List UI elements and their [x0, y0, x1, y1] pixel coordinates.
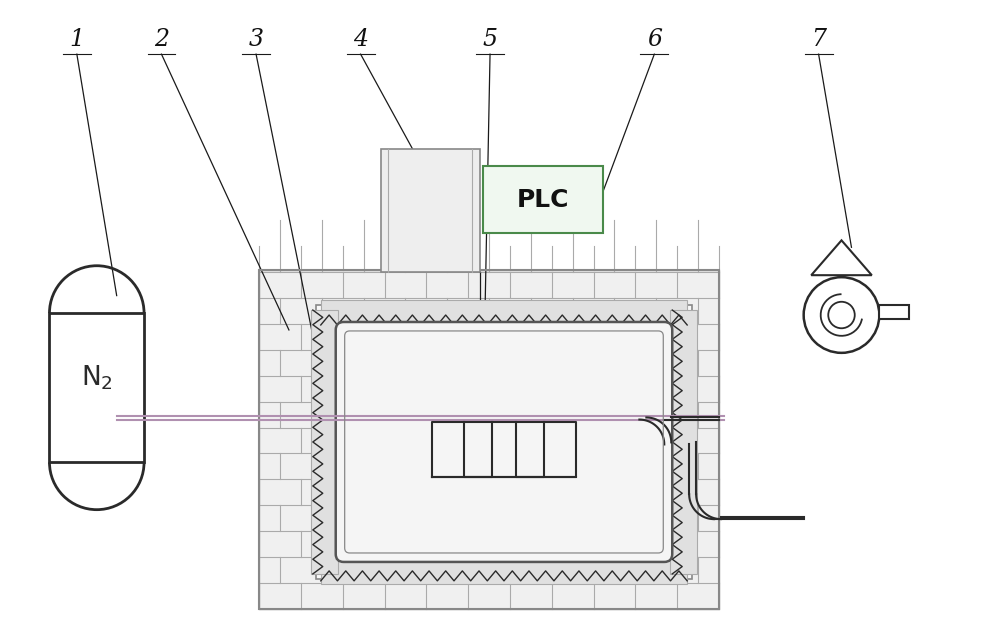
Text: 2: 2: [154, 27, 169, 51]
Text: N$_2$: N$_2$: [81, 364, 113, 392]
Circle shape: [804, 277, 879, 353]
Bar: [311, 310, 338, 574]
Polygon shape: [811, 241, 872, 275]
Bar: [879, 305, 909, 319]
Bar: [321, 300, 687, 327]
Bar: [49, 313, 144, 463]
Bar: [483, 166, 603, 234]
Text: 4: 4: [353, 27, 368, 51]
Text: 7: 7: [811, 27, 826, 51]
Text: PLC: PLC: [517, 188, 569, 212]
Text: 3: 3: [249, 27, 264, 51]
Text: 5: 5: [483, 27, 498, 51]
Circle shape: [828, 302, 855, 329]
Bar: [321, 557, 687, 584]
Text: 6: 6: [647, 27, 662, 51]
FancyBboxPatch shape: [336, 322, 672, 562]
Bar: [381, 149, 480, 272]
Bar: [259, 271, 719, 609]
Bar: [316, 305, 692, 579]
Text: 1: 1: [69, 27, 84, 51]
Bar: [670, 310, 697, 574]
Bar: [259, 271, 719, 609]
